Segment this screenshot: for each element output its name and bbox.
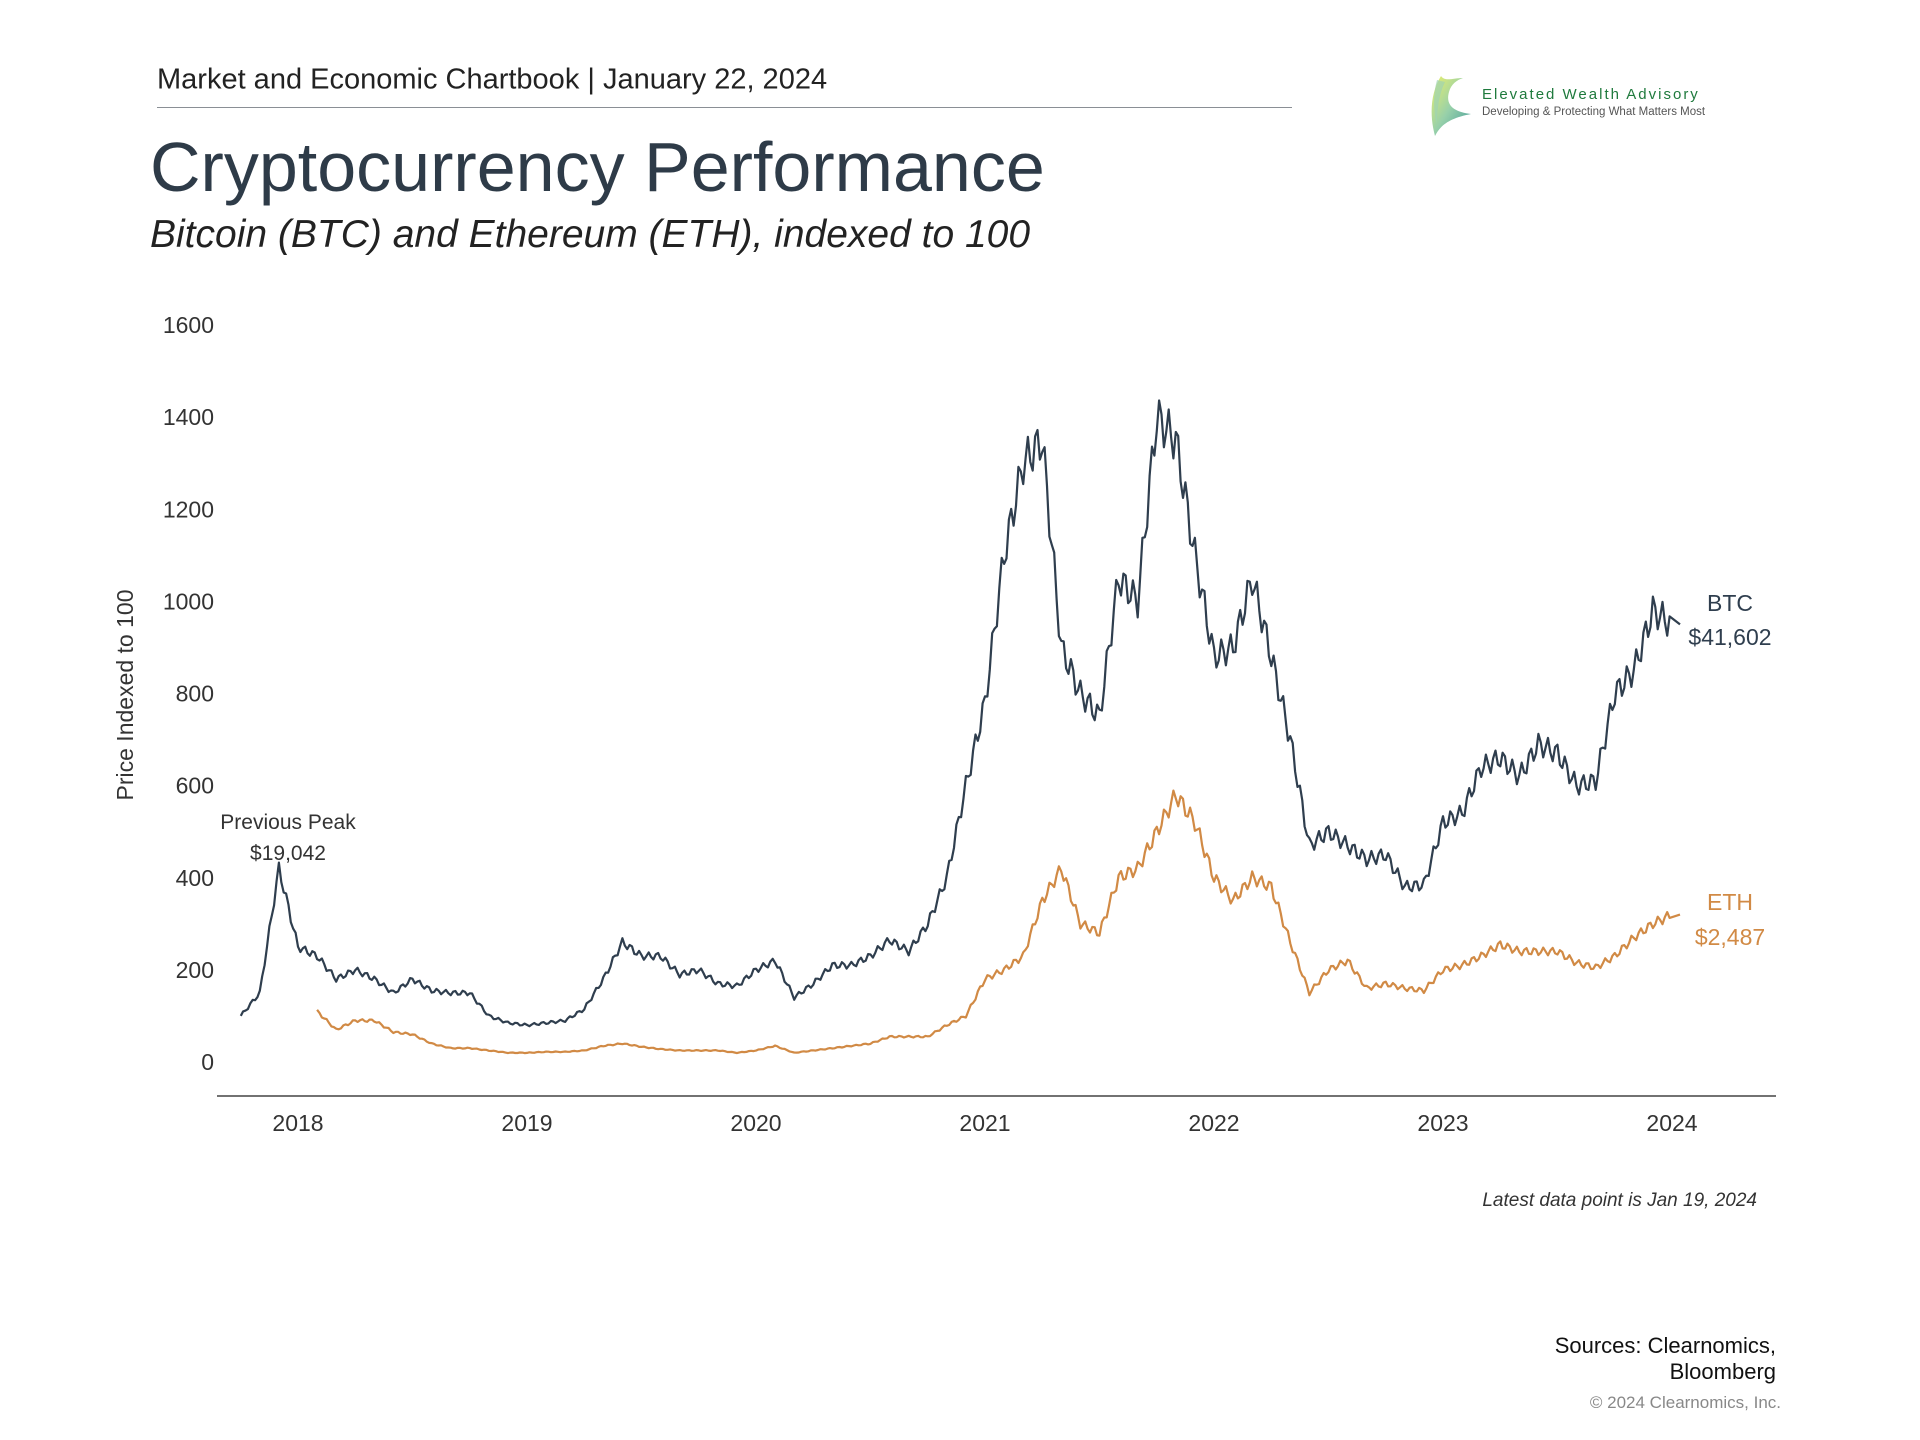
sources-line-2: Bloomberg — [1669, 1359, 1776, 1384]
sources-note: Sources: Clearnomics, Bloomberg — [1555, 1333, 1776, 1385]
page-title: Cryptocurrency Performance — [150, 128, 1045, 206]
x-tick-label: 2022 — [1188, 1110, 1239, 1136]
previous-peak-label: Previous Peak — [220, 811, 356, 834]
x-axis-ticks: 2018 2019 2020 2021 2022 2023 2024 — [272, 1110, 1697, 1136]
eth-price-label: $2,487 — [1695, 924, 1765, 950]
page-subtitle: Bitcoin (BTC) and Ethereum (ETH), indexe… — [150, 213, 1031, 256]
y-tick-label: 200 — [176, 957, 214, 983]
x-tick-label: 2019 — [501, 1110, 552, 1136]
sources-line-1: Sources: Clearnomics, — [1554, 1333, 1776, 1358]
eth-series-label: ETH — [1707, 889, 1753, 915]
x-tick-label: 2018 — [272, 1110, 323, 1136]
y-axis-label: Price Indexed to 100 — [112, 590, 138, 801]
btc-series-label: BTC — [1707, 590, 1753, 616]
previous-peak-value: $19,042 — [250, 842, 326, 865]
x-tick-label: 2024 — [1646, 1110, 1697, 1136]
chartbook-header: Market and Economic Chartbook | January … — [157, 63, 828, 96]
btc-series-line — [239, 399, 1681, 1028]
y-tick-label: 600 — [176, 773, 214, 799]
y-tick-label: 1400 — [163, 404, 214, 430]
x-tick-label: 2023 — [1417, 1110, 1468, 1136]
y-tick-label: 800 — [176, 681, 214, 707]
y-axis-ticks: 0 200 400 600 800 1000 1200 1400 1600 — [163, 312, 214, 1075]
x-tick-label: 2021 — [959, 1110, 1010, 1136]
logo-tagline: Developing & Protecting What Matters Mos… — [1482, 106, 1706, 118]
x-tick-label: 2020 — [730, 1110, 781, 1136]
y-tick-label: 1200 — [163, 496, 214, 522]
y-tick-label: 0 — [201, 1049, 214, 1075]
y-tick-label: 1000 — [163, 588, 214, 614]
series-lines — [239, 399, 1681, 1055]
eth-series-line — [316, 789, 1681, 1055]
y-tick-label: 400 — [176, 865, 214, 891]
y-tick-label: 1600 — [163, 312, 214, 338]
company-logo: Elevated Wealth Advisory Developing & Pr… — [1427, 74, 1747, 138]
logo-name: Elevated Wealth Advisory — [1482, 86, 1700, 103]
header-divider — [157, 107, 1292, 108]
chart-footnote: Latest data point is Jan 19, 2024 — [1482, 1190, 1757, 1211]
sail-logo-icon — [1431, 76, 1471, 136]
copyright: © 2024 Clearnomics, Inc. — [1589, 1393, 1781, 1412]
btc-price-label: $41,602 — [1688, 624, 1771, 650]
